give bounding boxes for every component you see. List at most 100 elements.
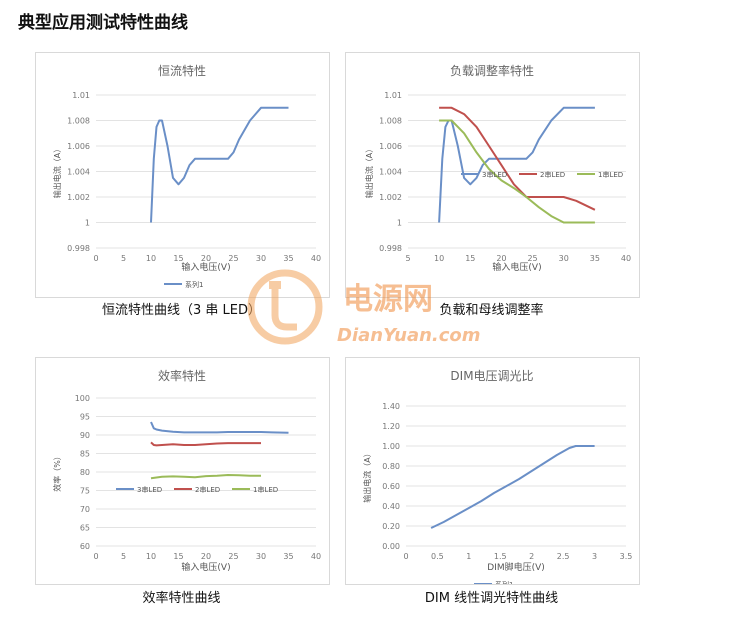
chart-panel-efficiency: 效率特性 60 65 70 75 80 85 90 95 100 0 5 10 15 20 25 30 35 40 输… xyxy=(35,357,330,585)
x-tick-label: 15 xyxy=(173,552,183,561)
watermark-site: DianYuan.com xyxy=(337,325,481,346)
x-tick-label: 0 xyxy=(93,254,98,263)
x-tick-label: 1.5 xyxy=(494,552,507,561)
x-tick-label: 15 xyxy=(173,254,183,263)
x-tick-label: 15 xyxy=(465,254,475,263)
chart-title: DIM电压调光比 xyxy=(450,369,533,383)
y-tick-label: 1.40 xyxy=(382,402,400,411)
x-tick-label: 25 xyxy=(228,254,238,263)
legend-entry: 3串LED xyxy=(482,171,507,179)
constant-current-chart: 恒流特性 0.998 1 1.002 1.004 1.006 1.008 1.01 0 5 10 15… xyxy=(52,63,321,289)
efficiency-chart: 效率特性 60 65 70 75 80 85 90 95 100 0 5 10 15 20 25 30 35 40 输… xyxy=(52,368,321,573)
x-tick-label: 10 xyxy=(434,254,444,263)
series-line xyxy=(439,119,595,224)
load-line-regulation-chart: 负载调整率特性 0.998 1 1.002 1.004 1.006 1.008 1.01 5 10… xyxy=(364,63,631,273)
caption-constant-current: 恒流特性曲线（3 串 LED） xyxy=(101,303,261,318)
y-tick-label: 1.004 xyxy=(379,168,402,177)
y-tick-label: 95 xyxy=(80,413,90,422)
y-axis-label: 输出电流（A） xyxy=(364,145,374,198)
x-tick-label: 5 xyxy=(121,552,126,561)
chart-panel-constant-current: 恒流特性 0.998 1 1.002 1.004 1.006 1.008 1.01 0 5 10 15… xyxy=(35,52,330,298)
y-tick-label: 1.006 xyxy=(379,142,402,151)
y-tick-label: 80 xyxy=(80,468,90,477)
y-tick-label: 1.002 xyxy=(67,193,90,202)
x-tick-label: 40 xyxy=(311,552,321,561)
y-tick-label: 0.00 xyxy=(382,542,400,551)
x-tick-label: 40 xyxy=(621,254,631,263)
y-tick-label: 1 xyxy=(397,219,402,228)
y-tick-label: 1.20 xyxy=(382,422,400,431)
y-tick-label: 0.998 xyxy=(67,244,90,253)
x-tick-label: 3.5 xyxy=(620,552,633,561)
series-line xyxy=(439,106,596,211)
x-tick-label: 30 xyxy=(559,254,569,263)
chart-panel-dim: DIM电压调光比 0.00 0.20 0.40 0.60 0.80 1.00 1.20 1.40… xyxy=(345,357,640,589)
y-tick-label: 0.60 xyxy=(382,482,400,491)
legend-entry: 1串LED xyxy=(598,171,623,179)
y-tick-label: 75 xyxy=(80,487,90,496)
legend-entry: 2串LED xyxy=(195,486,220,494)
y-tick-label: 1 xyxy=(85,219,90,228)
x-axis-label: 输入电压(V) xyxy=(492,261,541,273)
x-tick-label: 20 xyxy=(496,254,506,263)
x-tick-label: 30 xyxy=(256,254,266,263)
x-tick-label: 10 xyxy=(146,552,156,561)
y-axis-label: 输出电流（A） xyxy=(52,145,62,198)
chart-title: 负载调整率特性 xyxy=(450,63,534,78)
x-tick-label: 5 xyxy=(121,254,126,263)
legend-entry: 3串LED xyxy=(137,486,162,494)
y-tick-label: 60 xyxy=(80,542,90,551)
y-tick-label: 0.998 xyxy=(379,244,402,253)
y-tick-label: 100 xyxy=(75,394,90,403)
y-axis-label: 效率（%） xyxy=(52,452,62,492)
legend-entry: 1串LED xyxy=(253,486,278,494)
y-tick-label: 0.40 xyxy=(382,502,400,511)
y-tick-label: 1.006 xyxy=(67,142,90,151)
y-axis-label: 输出电流（A） xyxy=(362,449,372,502)
x-tick-label: 2.5 xyxy=(557,552,570,561)
x-tick-label: 0 xyxy=(403,552,408,561)
x-tick-label: 0.5 xyxy=(431,552,444,561)
x-axis-label: DIM脚电压(V) xyxy=(487,561,545,573)
x-axis-label: 输入电压(V) xyxy=(181,261,230,273)
y-tick-label: 0.20 xyxy=(382,522,400,531)
x-tick-label: 40 xyxy=(311,254,321,263)
x-tick-label: 35 xyxy=(283,254,293,263)
series-line xyxy=(150,421,289,434)
caption-efficiency: 效率特性曲线 xyxy=(142,591,221,606)
page-title: 典型应用测试特性曲线 xyxy=(18,13,188,33)
y-tick-label: 1.004 xyxy=(67,168,90,177)
y-tick-label: 90 xyxy=(80,431,90,440)
x-tick-label: 10 xyxy=(146,254,156,263)
y-tick-label: 1.01 xyxy=(384,91,402,100)
series-line xyxy=(150,106,289,223)
x-tick-label: 0 xyxy=(93,552,98,561)
dianyuan-watermark: 电源网 DianYuan.com xyxy=(245,265,505,355)
y-tick-label: 70 xyxy=(80,505,90,514)
x-tick-label: 20 xyxy=(201,254,211,263)
chart-title: 恒流特性 xyxy=(158,63,206,78)
x-tick-label: 1 xyxy=(466,552,471,561)
y-tick-label: 1.00 xyxy=(382,442,400,451)
x-tick-label: 35 xyxy=(283,552,293,561)
chart-panel-load-line-regulation: 负载调整率特性 0.998 1 1.002 1.004 1.006 1.008 1.01 5 10… xyxy=(345,52,640,298)
series-line xyxy=(438,106,595,223)
x-tick-label: 2 xyxy=(529,552,534,561)
x-tick-label: 25 xyxy=(228,552,238,561)
x-tick-label: 35 xyxy=(590,254,600,263)
legend-entry: 系列1 xyxy=(495,580,513,584)
x-tick-label: 25 xyxy=(527,254,537,263)
series-line xyxy=(430,445,595,529)
y-tick-label: 1.01 xyxy=(72,91,90,100)
chart-title: 效率特性 xyxy=(158,368,206,383)
series-line xyxy=(150,474,261,480)
x-tick-label: 3 xyxy=(592,552,597,561)
legend-entry: 2串LED xyxy=(540,171,565,179)
caption-dim: DIM 线性调光特性曲线 xyxy=(424,591,559,606)
x-tick-label: 30 xyxy=(256,552,266,561)
series-line xyxy=(150,441,261,447)
y-tick-label: 1.008 xyxy=(379,117,402,126)
y-tick-label: 65 xyxy=(80,524,90,533)
watermark-brand: 电源网 xyxy=(343,282,433,317)
dianyuan-logo-icon: 电源网 DianYuan.com xyxy=(247,269,481,346)
